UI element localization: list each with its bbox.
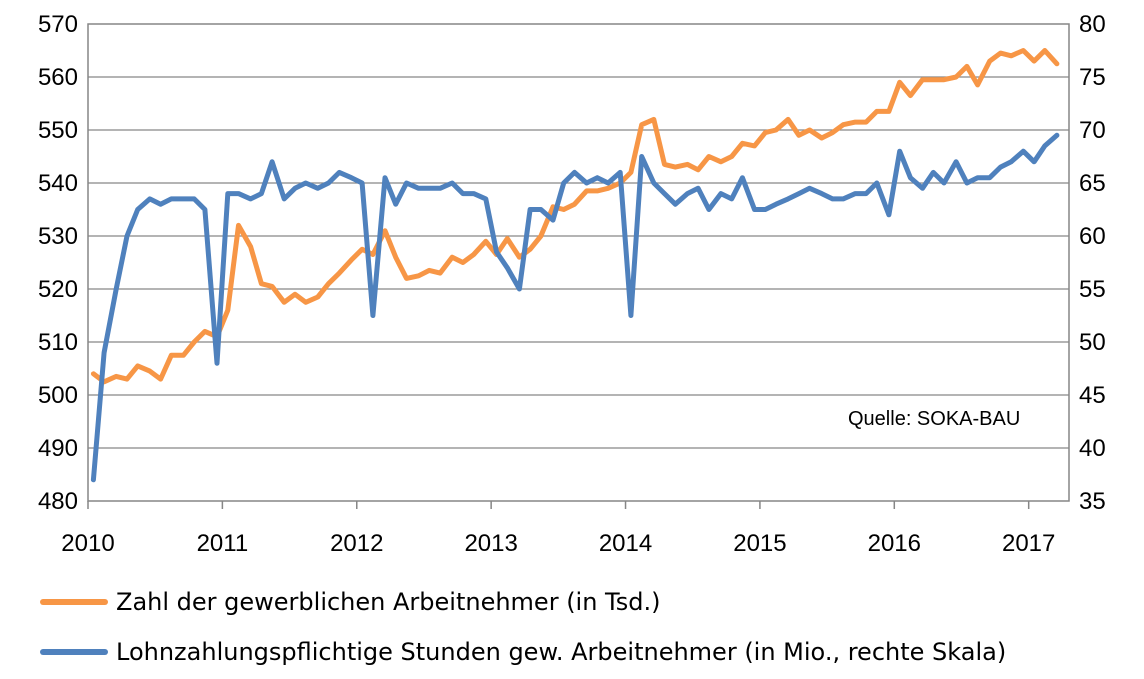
legend-item-orange: Zahl der gewerblichen Arbeitnehmer (in T… xyxy=(40,588,660,616)
y-left-tick-label: 490 xyxy=(38,435,78,462)
x-tick-label: 2015 xyxy=(733,530,786,557)
plot-area-frame xyxy=(87,23,1070,502)
x-tick-label: 2010 xyxy=(61,530,114,557)
legend-label-arbeitnehmer: Zahl der gewerblichen Arbeitnehmer (in T… xyxy=(116,588,661,616)
y-axis-left-labels: 480 490 500 510 520 530 540 550 560 570 xyxy=(38,11,78,515)
y-right-tick-label: 55 xyxy=(1079,276,1106,303)
y-left-tick-label: 570 xyxy=(38,11,78,38)
x-tick-label: 2012 xyxy=(330,530,383,557)
x-tick-label: 2013 xyxy=(464,530,517,557)
y-left-tick-label: 550 xyxy=(38,117,78,144)
y-left-tick-label: 560 xyxy=(38,64,78,91)
gridlines xyxy=(88,76,1069,449)
y-right-tick-label: 80 xyxy=(1079,11,1106,38)
x-tick-marks xyxy=(87,501,1030,509)
y-right-tick-label: 45 xyxy=(1079,382,1106,409)
y-left-tick-label: 530 xyxy=(38,223,78,250)
series-line-arbeitnehmer xyxy=(90,48,1060,385)
y-left-tick-label: 510 xyxy=(38,329,78,356)
y-left-tick-label: 480 xyxy=(38,488,78,515)
source-note: Quelle: SOKA-BAU xyxy=(848,408,1020,430)
legend-item-blue: Lohnzahlungspflichtige Stunden gew. Arbe… xyxy=(40,638,1006,666)
series-line-stunden xyxy=(90,132,1060,483)
x-tick-label: 2011 xyxy=(197,530,249,557)
legend-label-stunden: Lohnzahlungspflichtige Stunden gew. Arbe… xyxy=(116,638,1007,666)
y-right-tick-label: 60 xyxy=(1079,223,1106,250)
y-left-tick-label: 540 xyxy=(38,170,78,197)
x-tick-label: 2017 xyxy=(1002,530,1055,557)
y-axis-right-labels: 35 40 45 50 55 60 65 70 75 80 xyxy=(1079,11,1106,515)
y-right-tick-label: 35 xyxy=(1079,488,1106,515)
legend-swatch-orange xyxy=(40,599,108,605)
x-tick-label: 2016 xyxy=(868,530,921,557)
y-right-tick-label: 65 xyxy=(1079,170,1106,197)
y-right-tick-label: 70 xyxy=(1079,117,1106,144)
x-tick-label: 2014 xyxy=(599,530,652,557)
y-right-tick-label: 50 xyxy=(1079,329,1106,356)
chart: 480 490 500 510 520 530 540 550 560 570 35 40 45 50 5… xyxy=(38,11,1106,557)
series-lines xyxy=(90,48,1060,483)
y-left-tick-label: 520 xyxy=(38,276,78,303)
x-axis-labels: 2010 2011 2012 2013 2014 2015 2016 2017 xyxy=(61,530,1055,557)
y-left-tick-label: 500 xyxy=(38,382,78,409)
legend-swatch-blue xyxy=(40,649,108,655)
y-right-tick-label: 75 xyxy=(1079,64,1106,91)
y-right-tick-label: 40 xyxy=(1079,435,1106,462)
